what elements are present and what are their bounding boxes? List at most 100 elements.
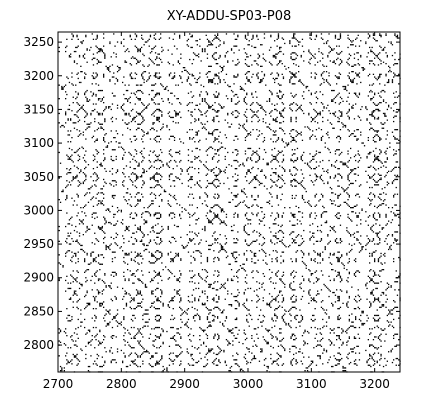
scatter-point — [298, 207, 300, 209]
scatter-point — [301, 251, 304, 253]
scatter-point — [168, 166, 171, 168]
scatter-point — [323, 211, 325, 213]
scatter-point — [114, 194, 116, 197]
scatter-point — [298, 211, 300, 213]
scatter-point — [66, 196, 68, 198]
scatter-point — [251, 352, 253, 354]
scatter-point — [242, 267, 244, 269]
scatter-point — [177, 122, 179, 124]
scatter-point — [96, 73, 98, 75]
scatter-point — [258, 360, 261, 362]
scatter-point — [168, 345, 171, 347]
scatter-point — [290, 360, 292, 362]
scatter-point — [248, 182, 250, 185]
scatter-point — [270, 193, 272, 195]
scatter-point — [138, 164, 140, 166]
scatter-point — [312, 360, 314, 362]
scatter-point — [284, 244, 286, 247]
scatter-point — [135, 34, 138, 36]
scatter-point — [301, 95, 304, 97]
scatter-point — [157, 103, 159, 105]
scatter-point — [289, 207, 291, 209]
scatter-point — [75, 151, 77, 154]
scatter-point — [77, 308, 79, 310]
scatter-point — [217, 185, 219, 187]
scatter-point — [238, 49, 240, 51]
scatter-point — [246, 205, 248, 207]
scatter-point — [290, 77, 292, 80]
scatter-point — [84, 93, 86, 96]
scatter-point — [244, 63, 247, 65]
scatter-point — [280, 186, 282, 189]
scatter-point — [206, 259, 209, 261]
scatter-point — [138, 263, 140, 265]
scatter-point — [127, 48, 129, 50]
scatter-point — [78, 108, 81, 111]
scatter-point — [315, 34, 318, 36]
scatter-point — [275, 141, 277, 143]
scatter-point — [323, 182, 325, 185]
scatter-point — [94, 347, 96, 349]
scatter-point — [149, 34, 152, 36]
scatter-point — [130, 259, 133, 261]
scatter-point — [277, 176, 280, 178]
scatter-point — [122, 360, 124, 362]
scatter-point — [299, 41, 301, 43]
scatter-point — [168, 364, 171, 366]
scatter-point — [198, 141, 200, 143]
scatter-point — [324, 248, 326, 251]
scatter-point — [158, 337, 160, 339]
scatter-point — [290, 130, 292, 132]
scatter-point — [233, 45, 235, 47]
scatter-point — [270, 277, 272, 279]
scatter-point — [282, 158, 285, 160]
scatter-point — [158, 336, 160, 338]
scatter-point — [279, 48, 281, 50]
scatter-point — [210, 65, 212, 67]
scatter-point — [106, 322, 109, 325]
scatter-point — [73, 290, 76, 292]
scatter-point — [271, 326, 273, 329]
scatter-point — [293, 33, 295, 35]
scatter-point — [315, 277, 318, 279]
scatter-point — [196, 40, 198, 42]
scatter-point — [134, 57, 136, 59]
scatter-point — [277, 364, 280, 366]
scatter-point — [172, 236, 174, 238]
scatter-point — [325, 220, 328, 222]
scatter-point — [266, 343, 268, 345]
scatter-point — [185, 324, 187, 326]
scatter-point — [211, 81, 214, 84]
scatter-point — [219, 54, 221, 57]
scatter-point — [149, 52, 152, 54]
scatter-point — [185, 69, 187, 71]
scatter-point — [247, 321, 249, 323]
scatter-point — [204, 48, 206, 50]
scatter-point — [130, 154, 133, 156]
scatter-point — [184, 310, 186, 312]
scatter-point — [206, 256, 209, 259]
scatter-point — [247, 348, 249, 350]
scatter-point — [77, 149, 79, 151]
scatter-point — [219, 348, 221, 350]
scatter-point — [100, 100, 102, 102]
scatter-point — [246, 135, 248, 137]
scatter-point — [151, 290, 153, 292]
scatter-point — [176, 203, 178, 205]
scatter-point — [65, 225, 67, 228]
scatter-point — [104, 273, 106, 275]
scatter-point — [214, 58, 216, 61]
scatter-point — [139, 227, 141, 229]
scatter-point — [96, 270, 98, 272]
scatter-point — [211, 108, 214, 111]
scatter-point — [251, 258, 253, 260]
scatter-point — [144, 286, 147, 288]
scatter-point — [192, 256, 195, 259]
scatter-point — [137, 355, 139, 357]
scatter-point — [129, 153, 131, 155]
scatter-point — [90, 112, 92, 115]
scatter-point — [146, 321, 148, 323]
scatter-point — [252, 129, 254, 131]
scatter-point — [280, 356, 282, 358]
scatter-point — [105, 107, 107, 109]
